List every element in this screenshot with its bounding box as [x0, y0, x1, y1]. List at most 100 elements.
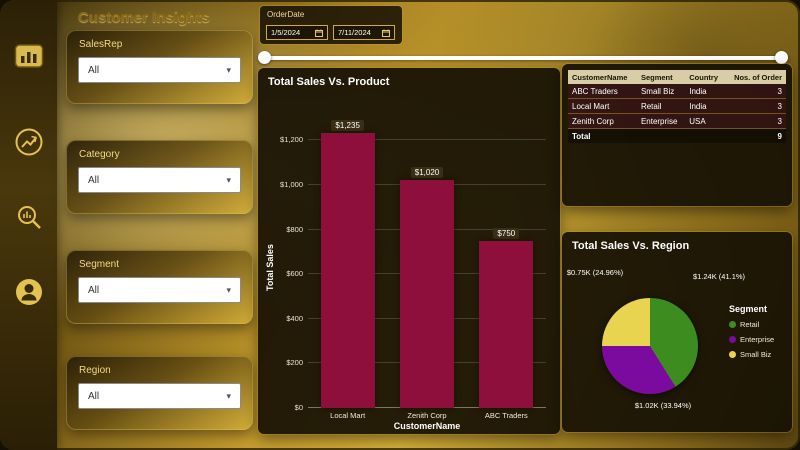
- table-cell: India: [685, 84, 726, 99]
- bar-xticks: Local Mart Zenith Corp ABC Traders: [308, 411, 546, 420]
- table-cell: India: [685, 98, 726, 114]
- pie-slice-label-small-biz: $0.75K (24.96%): [566, 268, 624, 277]
- slicer-region-label: Region: [79, 365, 111, 376]
- col-segment[interactable]: Segment: [636, 70, 686, 84]
- pie-legend: Segment Retail Enterprise Small Biz: [729, 304, 774, 365]
- category-dropdown[interactable]: All ▾: [78, 167, 241, 193]
- trend-chart-icon[interactable]: [13, 126, 45, 158]
- table-cell: Retail: [636, 98, 686, 114]
- legend-item-label: Enterprise: [740, 335, 775, 344]
- table-cell: 3: [725, 113, 786, 129]
- region-dropdown-value: All: [88, 390, 100, 402]
- chevron-down-icon: ▾: [226, 390, 231, 401]
- chevron-down-icon: ▾: [226, 64, 231, 75]
- orderdate-slicer: OrderDate 1/5/2024 7/11/2024: [260, 6, 402, 44]
- table-header-row: CustomerName Segment Country Nos. of Ord…: [568, 70, 786, 84]
- salesrep-dropdown-value: All: [88, 64, 100, 76]
- customer-table-panel: CustomerName Segment Country Nos. of Ord…: [562, 64, 792, 206]
- bar-abc-traders[interactable]: [479, 240, 534, 408]
- legend-color-chip: [729, 336, 736, 343]
- col-customername[interactable]: CustomerName: [568, 70, 637, 84]
- legend-item-retail[interactable]: Retail: [729, 320, 774, 329]
- pie-slice-label-retail: $1.24K (41.1%): [692, 272, 746, 281]
- bar-chart-title: Total Sales Vs. Product: [268, 76, 390, 88]
- y-axis-tick: $1,200: [280, 135, 303, 145]
- bar-local-mart[interactable]: [320, 132, 375, 408]
- table-row[interactable]: Zenith Corp Enterprise USA 3: [568, 113, 786, 129]
- y-axis-label: Total Sales: [265, 244, 275, 292]
- col-nos-of-order[interactable]: Nos. of Order: [725, 70, 786, 84]
- bar-value-label: $750: [493, 227, 520, 239]
- bar-slot: $1,235: [308, 118, 387, 408]
- x-axis-tick: Zenith Corp: [407, 411, 447, 420]
- date-range-slider-track[interactable]: [263, 56, 783, 60]
- bar-slot: $750: [467, 118, 546, 408]
- legend-item-label: Small Biz: [740, 350, 772, 359]
- slicer-salesrep-label: SalesRep: [79, 39, 123, 50]
- start-date-input[interactable]: 1/5/2024: [266, 25, 328, 40]
- segment-dropdown-value: All: [88, 284, 100, 296]
- calendar-icon: [315, 29, 323, 37]
- slicer-segment: Segment All ▾: [66, 250, 253, 324]
- table-row[interactable]: Local Mart Retail India 3: [568, 98, 786, 114]
- table-row[interactable]: ABC Traders Small Biz India 3: [568, 84, 786, 99]
- legend-title: Segment: [729, 304, 768, 314]
- y-axis-tick: $800: [286, 224, 303, 234]
- segment-dropdown[interactable]: All ▾: [78, 277, 241, 303]
- dashboard-icon[interactable]: [13, 41, 45, 73]
- table-total-row: Total 9: [568, 128, 786, 143]
- pie-chart-title: Total Sales Vs. Region: [572, 240, 690, 252]
- table-body: ABC Traders Small Biz India 3 Local Mart Reta…: [568, 84, 786, 143]
- legend-item-small-biz[interactable]: Small Biz: [729, 350, 774, 359]
- pie[interactable]: [602, 298, 698, 394]
- table-total-cell: 9: [725, 128, 786, 143]
- table-cell: USA: [685, 113, 726, 129]
- y-axis-tick: $0: [294, 403, 303, 412]
- y-axis-tick: $200: [286, 358, 303, 368]
- slicer-category-label: Category: [79, 149, 120, 160]
- bar-plot: $0 $200 $400 $600 $800 $1,000 $1,200 $1,235 $1,0…: [280, 118, 546, 412]
- y-axis-tick: $400: [286, 313, 303, 323]
- slicer-segment-label: Segment: [79, 259, 120, 270]
- bar-slot: $1,020: [387, 118, 466, 408]
- legend-color-chip: [729, 351, 736, 358]
- user-icon[interactable]: [13, 276, 45, 308]
- bar-zenith-corp[interactable]: [399, 180, 454, 408]
- table-cell: Local Mart: [568, 98, 637, 114]
- pie-chart-panel: Total Sales Vs. Region $0.75K (24.96%) $…: [562, 232, 792, 432]
- table-cell: 3: [725, 84, 786, 99]
- customer-table: CustomerName Segment Country Nos. of Ord…: [568, 70, 786, 143]
- table-cell: ABC Traders: [568, 84, 637, 99]
- legend-color-chip: [729, 321, 736, 328]
- col-country[interactable]: Country: [685, 70, 726, 84]
- table-total-cell: [685, 128, 726, 143]
- bar-value-label: $1,020: [410, 167, 444, 179]
- start-date-value: 1/5/2024: [271, 28, 301, 37]
- end-date-input[interactable]: 7/11/2024: [333, 25, 395, 40]
- date-range-slider-handle-start[interactable]: [258, 51, 271, 64]
- pie-slice-label-enterprise: $1.02K (33.94%): [634, 401, 692, 410]
- table-total-cell: Total: [568, 128, 637, 143]
- chevron-down-icon: ▾: [226, 284, 231, 295]
- table-cell: Enterprise: [636, 113, 686, 129]
- table-cell: 3: [725, 98, 786, 114]
- salesrep-dropdown[interactable]: All ▾: [78, 57, 241, 83]
- category-dropdown-value: All: [88, 174, 100, 186]
- legend-item-enterprise[interactable]: Enterprise: [729, 335, 774, 344]
- y-axis-tick: $1,000: [280, 179, 303, 189]
- date-range-slider-handle-end[interactable]: [775, 51, 788, 64]
- table-cell: Zenith Corp: [568, 113, 637, 129]
- end-date-value: 7/11/2024: [338, 28, 371, 37]
- orderdate-label: OrderDate: [267, 10, 305, 19]
- bars-container: $1,235 $1,020 $750: [308, 118, 546, 408]
- search-analytics-icon[interactable]: [13, 201, 45, 233]
- x-axis-label: CustomerName: [393, 421, 461, 431]
- region-dropdown[interactable]: All ▾: [78, 383, 241, 409]
- slicer-salesrep: SalesRep All ▾: [66, 30, 253, 104]
- calendar-icon: [382, 29, 390, 37]
- table-total-cell: [636, 128, 686, 143]
- page-title: Customer Insights: [78, 9, 210, 26]
- sidebar: [0, 0, 57, 450]
- pie-legend-items: Retail Enterprise Small Biz: [729, 320, 774, 359]
